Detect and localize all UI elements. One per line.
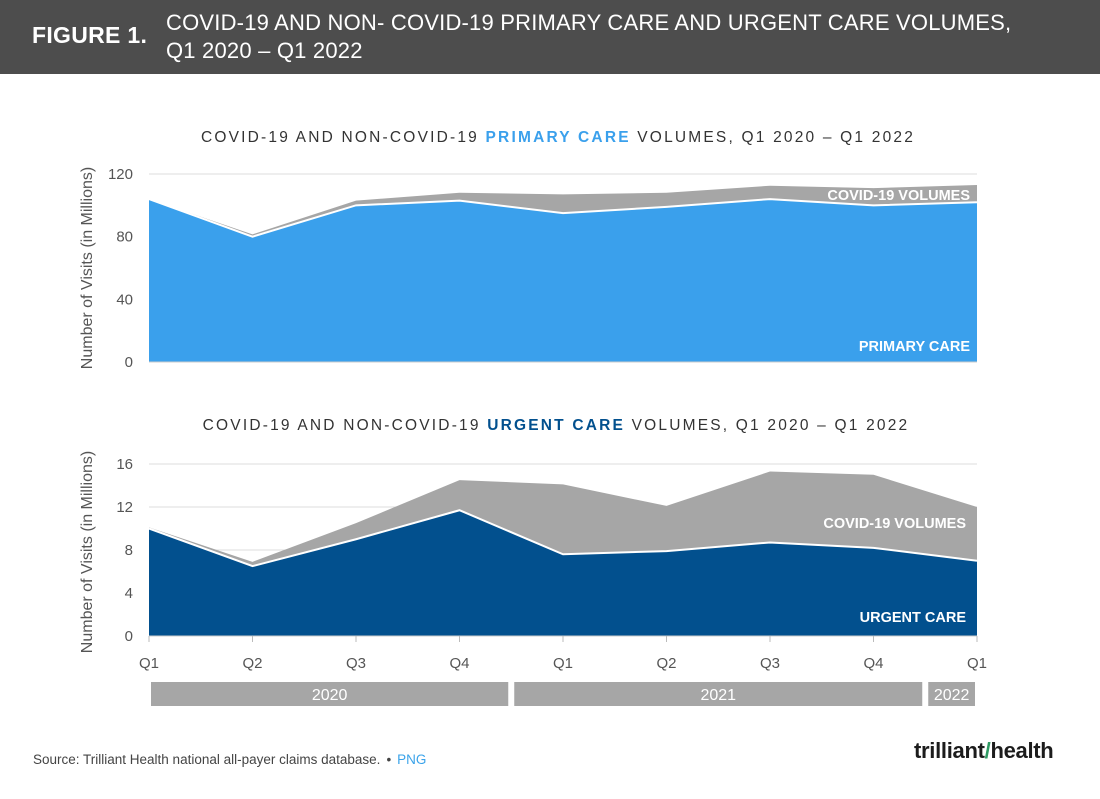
x-tick-label: Q1 — [139, 655, 159, 672]
chart-title-part-3: VOLUMES, Q1 2020 – Q1 2022 — [625, 417, 909, 434]
y-axis-label: Number of Visits (in Millions) — [79, 167, 96, 369]
x-tick-label: Q1 — [967, 655, 987, 672]
series-label-primary-care: PRIMARY CARE — [859, 339, 971, 355]
year-band — [151, 682, 509, 706]
x-tick-label: Q4 — [449, 655, 469, 672]
source-text: Source: Trilliant Health national all-pa… — [33, 752, 381, 767]
chart-title: COVID-19 AND NON-COVID-19 PRIMARY CARE V… — [201, 129, 915, 146]
year-label: 2020 — [312, 687, 348, 704]
y-tick-label: 120 — [108, 166, 133, 183]
year-band — [928, 682, 975, 706]
y-tick-label: 0 — [125, 628, 133, 645]
png-link[interactable]: PNG — [397, 752, 427, 767]
figure-title-line1: COVID-19 AND NON- COVID-19 PRIMARY CARE … — [166, 10, 1012, 35]
separator-dot: • — [386, 752, 392, 767]
series-label-urgent-care: URGENT CARE — [860, 610, 967, 626]
figure-label: FIGURE 1. — [32, 22, 148, 48]
chart-title-part-1: COVID-19 AND NON-COVID-19 — [201, 129, 486, 146]
year-label: 2022 — [934, 687, 970, 704]
area-urgent-care — [149, 510, 977, 636]
area-primary-care — [149, 199, 977, 362]
series-label-covid: COVID-19 VOLUMES — [823, 516, 966, 532]
year-label: 2021 — [700, 687, 736, 704]
y-tick-label: 0 — [125, 354, 133, 371]
footer: Source: Trilliant Health national all-pa… — [33, 752, 426, 767]
x-tick-label: Q2 — [656, 655, 676, 672]
series-label-covid: COVID-19 VOLUMES — [827, 188, 970, 204]
year-band — [514, 682, 923, 706]
trilliant-health-logo: trilliant/health — [914, 738, 1054, 764]
x-tick-label: Q3 — [760, 655, 780, 672]
series-boundary-line — [148, 198, 978, 238]
y-tick-label: 4 — [125, 585, 133, 602]
year-bands: 2020 2021 2022 — [151, 682, 975, 706]
figure-title: COVID-19 AND NON- COVID-19 PRIMARY CARE … — [166, 9, 1011, 65]
series-boundary-line — [148, 509, 978, 568]
y-tick-label: 40 — [116, 291, 133, 308]
chart-title-part-1: COVID-19 AND NON-COVID-19 — [203, 417, 488, 434]
chart-title: COVID-19 AND NON-COVID-19 URGENT CARE VO… — [203, 417, 910, 434]
figure-title-line2: Q1 2020 – Q1 2022 — [166, 38, 363, 63]
y-tick-label: 80 — [116, 229, 133, 246]
x-tick-label: Q3 — [346, 655, 366, 672]
logo-text-trilliant: trilliant — [914, 738, 985, 763]
logo-text-health: health — [990, 738, 1054, 763]
figure-header: FIGURE 1. COVID-19 AND NON- COVID-19 PRI… — [0, 0, 1100, 74]
area-covid-volumes — [149, 184, 977, 237]
chart-panel-1: COVID-19 AND NON-COVID-19 PRIMARY CARE V… — [79, 129, 978, 371]
x-tick-label: Q2 — [242, 655, 262, 672]
chart-title-part-3: VOLUMES, Q1 2020 – Q1 2022 — [631, 129, 915, 146]
chart-panel-2: COVID-19 AND NON-COVID-19 URGENT CARE VO… — [79, 417, 987, 672]
x-tick-label: Q1 — [553, 655, 573, 672]
chart-title-part-2: URGENT CARE — [487, 417, 625, 434]
y-axis-label: Number of Visits (in Millions) — [79, 451, 96, 653]
logo-slash: / — [984, 738, 991, 763]
y-tick-label: 16 — [116, 456, 133, 473]
x-tick-label: Q4 — [863, 655, 883, 672]
chart-title-part-2: PRIMARY CARE — [486, 129, 631, 146]
y-tick-label: 12 — [116, 499, 133, 516]
y-tick-label: 8 — [125, 542, 133, 559]
